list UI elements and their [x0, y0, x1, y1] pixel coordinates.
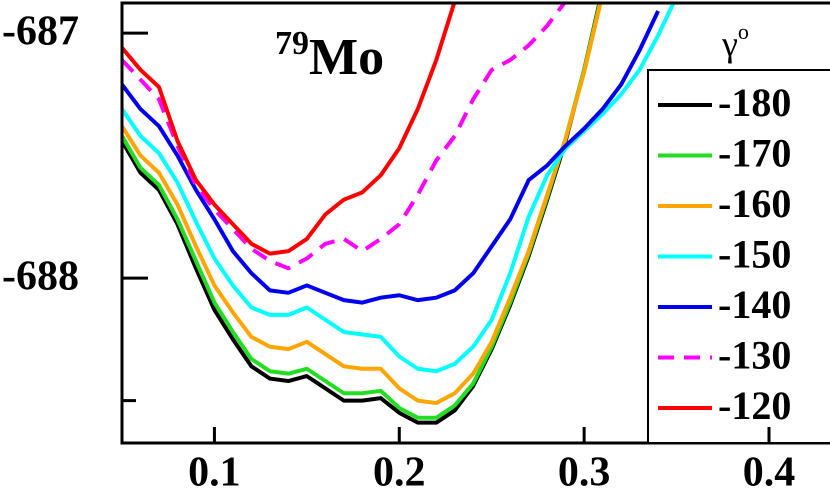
- series-line: [122, 3, 567, 271]
- annotation-mass: 79: [275, 25, 309, 62]
- series-line: [122, 3, 676, 374]
- legend-label: -170: [718, 131, 791, 176]
- x-tick-label: 0.2: [373, 450, 426, 496]
- legend-label: -130: [718, 333, 791, 378]
- annotation-symbol: Mo: [309, 29, 384, 86]
- x-tick-label: 0.1: [188, 450, 241, 496]
- legend-label: -180: [718, 80, 791, 125]
- legend-label: -120: [718, 383, 791, 428]
- legend-title: γo: [721, 19, 749, 64]
- legend-label: -160: [718, 181, 791, 226]
- plot-area: [122, 3, 676, 425]
- x-tick-label: 0.3: [558, 450, 611, 496]
- annotation: 79Mo: [275, 25, 384, 86]
- legend-label: -140: [718, 282, 791, 327]
- legend-title-symbol: γ: [721, 24, 738, 64]
- y-tick-label: -688: [2, 254, 79, 300]
- y-tick-label: -687: [2, 9, 79, 55]
- series-line: [122, 3, 457, 256]
- legend-title-sup: o: [738, 19, 749, 44]
- x-tick-label: 0.4: [743, 450, 796, 496]
- plot-frame: [120, 1, 830, 445]
- series-line: [122, 10, 660, 305]
- series-line: [122, 3, 603, 406]
- legend-label: -150: [718, 232, 791, 277]
